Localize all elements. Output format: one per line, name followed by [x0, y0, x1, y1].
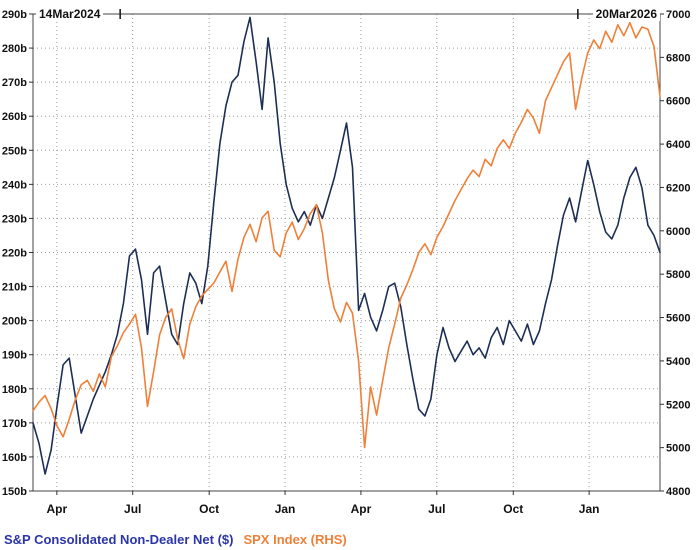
legend-series1-label: S&P Consolidated Non-Dealer Net ($) [4, 532, 234, 547]
right-axis-tick-label: 6600 [666, 96, 690, 108]
right-axis-tick-label: 5600 [666, 313, 690, 325]
chart-end-date-label: 20Mar2026 [592, 7, 660, 21]
chart-legend: S&P Consolidated Non-Dealer Net ($) SPX I… [4, 532, 347, 547]
legend-series2-label: SPX Index (RHS) [243, 532, 347, 547]
x-axis-tick-label: Apr [351, 502, 372, 516]
left-axis-tick-label: 150b [2, 486, 27, 498]
x-axis-tick-label: Jan [275, 502, 296, 516]
left-axis-tick-label: 290b [2, 9, 27, 21]
right-axis-tick-label: 4800 [666, 486, 690, 498]
right-axis-tick-label: 6800 [666, 52, 690, 64]
right-axis-tick-label: 5400 [666, 356, 690, 368]
right-axis-tick-label: 5800 [666, 269, 690, 281]
left-axis-tick-label: 270b [2, 77, 27, 89]
left-axis-tick-label: 210b [2, 282, 27, 294]
x-axis-tick-label: Jan [579, 502, 600, 516]
chart-start-date-label: 14Mar2024 [36, 7, 104, 21]
left-axis-tick-label: 220b [2, 248, 27, 260]
left-axis-tick-label: 160b [2, 452, 27, 464]
x-axis-tick-label: Jul [428, 502, 445, 516]
left-axis-tick-label: 230b [2, 213, 27, 225]
x-axis-tick-label: Jul [124, 502, 141, 516]
right-axis-tick-label: 7000 [666, 9, 690, 21]
x-axis-tick-label: Oct [503, 502, 523, 516]
left-axis-tick-label: 260b [2, 111, 27, 123]
series-line-2 [32, 21, 661, 449]
series-line-1 [32, 16, 661, 475]
right-axis-tick-label: 6200 [666, 182, 690, 194]
right-axis-tick-label: 6400 [666, 139, 690, 151]
left-axis-tick-label: 170b [2, 418, 27, 430]
right-axis-tick-label: 5000 [666, 443, 690, 455]
left-axis-tick-label: 190b [2, 350, 27, 362]
right-axis-tick-label: 5200 [666, 399, 690, 411]
left-axis-tick-label: 240b [2, 179, 27, 191]
right-axis-tick-label: 6000 [666, 226, 690, 238]
left-axis-tick-label: 250b [2, 145, 27, 157]
x-axis-tick-label: Oct [199, 502, 219, 516]
x-axis-tick-label: Apr [46, 502, 67, 516]
left-axis-tick-label: 200b [2, 316, 27, 328]
left-axis-tick-label: 180b [2, 384, 27, 396]
left-axis-tick-label: 280b [2, 43, 27, 55]
